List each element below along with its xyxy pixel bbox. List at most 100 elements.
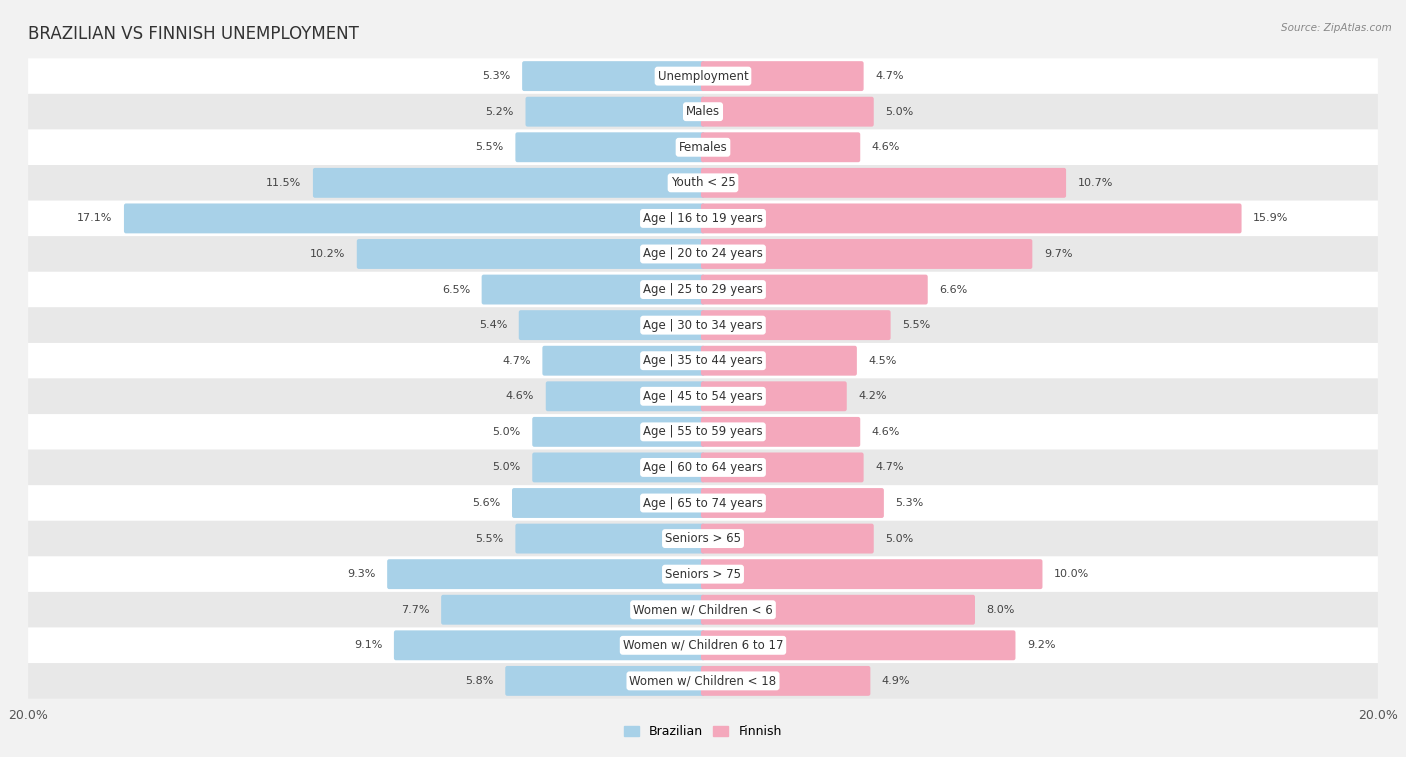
Text: Age | 20 to 24 years: Age | 20 to 24 years xyxy=(643,248,763,260)
Text: 7.7%: 7.7% xyxy=(401,605,430,615)
FancyBboxPatch shape xyxy=(28,94,1378,129)
FancyBboxPatch shape xyxy=(28,343,1378,378)
Text: 5.0%: 5.0% xyxy=(886,534,914,544)
Text: Age | 60 to 64 years: Age | 60 to 64 years xyxy=(643,461,763,474)
Text: 5.0%: 5.0% xyxy=(886,107,914,117)
Text: 6.5%: 6.5% xyxy=(441,285,470,294)
FancyBboxPatch shape xyxy=(28,272,1378,307)
Text: 5.3%: 5.3% xyxy=(482,71,510,81)
Text: 5.5%: 5.5% xyxy=(475,534,503,544)
FancyBboxPatch shape xyxy=(702,559,1042,589)
Text: 9.7%: 9.7% xyxy=(1043,249,1073,259)
FancyBboxPatch shape xyxy=(387,559,704,589)
FancyBboxPatch shape xyxy=(516,524,704,553)
Text: Unemployment: Unemployment xyxy=(658,70,748,83)
Text: 5.6%: 5.6% xyxy=(472,498,501,508)
FancyBboxPatch shape xyxy=(516,132,704,162)
Text: 4.9%: 4.9% xyxy=(882,676,910,686)
FancyBboxPatch shape xyxy=(28,58,1378,94)
FancyBboxPatch shape xyxy=(28,628,1378,663)
Text: 5.2%: 5.2% xyxy=(485,107,515,117)
Text: 4.7%: 4.7% xyxy=(875,71,904,81)
FancyBboxPatch shape xyxy=(702,595,974,625)
FancyBboxPatch shape xyxy=(28,663,1378,699)
FancyBboxPatch shape xyxy=(533,417,704,447)
Text: Age | 16 to 19 years: Age | 16 to 19 years xyxy=(643,212,763,225)
Text: BRAZILIAN VS FINNISH UNEMPLOYMENT: BRAZILIAN VS FINNISH UNEMPLOYMENT xyxy=(28,25,359,43)
Text: 17.1%: 17.1% xyxy=(77,213,112,223)
Text: 6.6%: 6.6% xyxy=(939,285,967,294)
Text: 5.4%: 5.4% xyxy=(479,320,508,330)
Text: 10.2%: 10.2% xyxy=(309,249,346,259)
FancyBboxPatch shape xyxy=(28,129,1378,165)
Text: Age | 35 to 44 years: Age | 35 to 44 years xyxy=(643,354,763,367)
FancyBboxPatch shape xyxy=(28,307,1378,343)
Text: Age | 25 to 29 years: Age | 25 to 29 years xyxy=(643,283,763,296)
Text: 5.0%: 5.0% xyxy=(492,463,520,472)
FancyBboxPatch shape xyxy=(702,61,863,91)
Text: Age | 45 to 54 years: Age | 45 to 54 years xyxy=(643,390,763,403)
FancyBboxPatch shape xyxy=(28,236,1378,272)
FancyBboxPatch shape xyxy=(702,275,928,304)
FancyBboxPatch shape xyxy=(28,556,1378,592)
FancyBboxPatch shape xyxy=(702,524,873,553)
FancyBboxPatch shape xyxy=(357,239,704,269)
Text: 4.7%: 4.7% xyxy=(502,356,531,366)
FancyBboxPatch shape xyxy=(519,310,704,340)
Text: 9.1%: 9.1% xyxy=(354,640,382,650)
FancyBboxPatch shape xyxy=(702,417,860,447)
Text: 11.5%: 11.5% xyxy=(266,178,301,188)
FancyBboxPatch shape xyxy=(28,378,1378,414)
FancyBboxPatch shape xyxy=(702,488,884,518)
Text: Youth < 25: Youth < 25 xyxy=(671,176,735,189)
FancyBboxPatch shape xyxy=(702,382,846,411)
FancyBboxPatch shape xyxy=(522,61,704,91)
Text: 4.6%: 4.6% xyxy=(872,427,900,437)
FancyBboxPatch shape xyxy=(505,666,704,696)
FancyBboxPatch shape xyxy=(702,666,870,696)
Text: 4.2%: 4.2% xyxy=(858,391,887,401)
Text: 4.5%: 4.5% xyxy=(869,356,897,366)
FancyBboxPatch shape xyxy=(28,165,1378,201)
Text: 10.7%: 10.7% xyxy=(1077,178,1114,188)
FancyBboxPatch shape xyxy=(702,168,1066,198)
Text: 5.8%: 5.8% xyxy=(465,676,494,686)
FancyBboxPatch shape xyxy=(702,132,860,162)
FancyBboxPatch shape xyxy=(702,346,856,375)
Text: 4.6%: 4.6% xyxy=(872,142,900,152)
FancyBboxPatch shape xyxy=(28,201,1378,236)
Text: 9.2%: 9.2% xyxy=(1026,640,1056,650)
FancyBboxPatch shape xyxy=(526,97,704,126)
FancyBboxPatch shape xyxy=(543,346,704,375)
FancyBboxPatch shape xyxy=(702,204,1241,233)
Text: 4.7%: 4.7% xyxy=(875,463,904,472)
Text: Women w/ Children < 6: Women w/ Children < 6 xyxy=(633,603,773,616)
Text: 8.0%: 8.0% xyxy=(987,605,1015,615)
Text: 15.9%: 15.9% xyxy=(1253,213,1288,223)
Text: Women w/ Children 6 to 17: Women w/ Children 6 to 17 xyxy=(623,639,783,652)
FancyBboxPatch shape xyxy=(512,488,704,518)
FancyBboxPatch shape xyxy=(702,310,890,340)
Text: 10.0%: 10.0% xyxy=(1054,569,1090,579)
Text: Males: Males xyxy=(686,105,720,118)
FancyBboxPatch shape xyxy=(28,592,1378,628)
FancyBboxPatch shape xyxy=(533,453,704,482)
FancyBboxPatch shape xyxy=(482,275,704,304)
Text: Females: Females xyxy=(679,141,727,154)
FancyBboxPatch shape xyxy=(28,485,1378,521)
Text: 9.3%: 9.3% xyxy=(347,569,375,579)
FancyBboxPatch shape xyxy=(702,453,863,482)
Text: Women w/ Children < 18: Women w/ Children < 18 xyxy=(630,674,776,687)
FancyBboxPatch shape xyxy=(28,450,1378,485)
FancyBboxPatch shape xyxy=(314,168,704,198)
Text: 5.5%: 5.5% xyxy=(475,142,503,152)
FancyBboxPatch shape xyxy=(702,631,1015,660)
FancyBboxPatch shape xyxy=(441,595,704,625)
Legend: Brazilian, Finnish: Brazilian, Finnish xyxy=(619,721,787,743)
Text: Age | 30 to 34 years: Age | 30 to 34 years xyxy=(643,319,763,332)
Text: Seniors > 75: Seniors > 75 xyxy=(665,568,741,581)
FancyBboxPatch shape xyxy=(124,204,704,233)
FancyBboxPatch shape xyxy=(702,97,873,126)
FancyBboxPatch shape xyxy=(28,414,1378,450)
Text: Source: ZipAtlas.com: Source: ZipAtlas.com xyxy=(1281,23,1392,33)
